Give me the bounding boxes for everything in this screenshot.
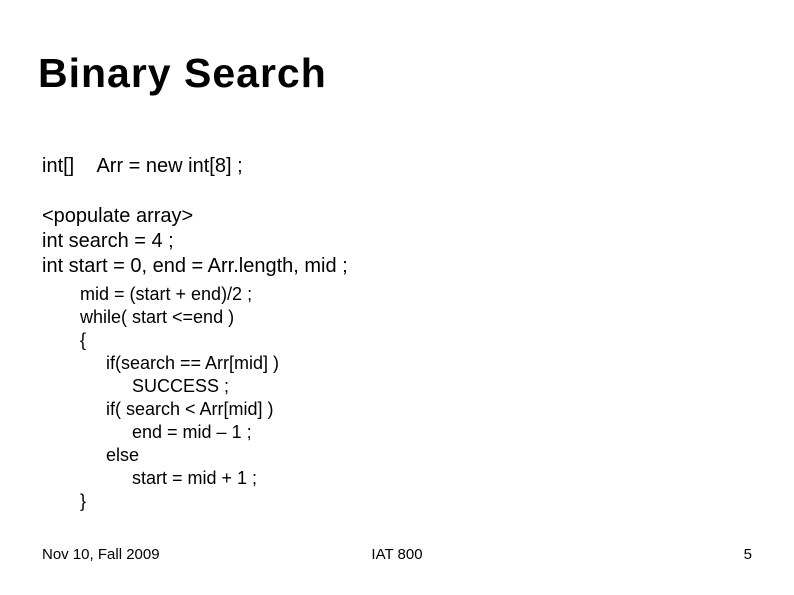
setup-line-1: <populate array> <box>42 204 348 229</box>
code-line: if(search == Arr[mid] ) <box>80 352 279 375</box>
code-line: start = mid + 1 ; <box>80 467 279 490</box>
setup-line-3: int start = 0, end = Arr.length, mid ; <box>42 254 348 279</box>
footer-course: IAT 800 <box>371 546 422 563</box>
code-line: SUCCESS ; <box>80 375 279 398</box>
code-line: if( search < Arr[mid] ) <box>80 398 279 421</box>
code-block: mid = (start + end)/2 ; while( start <=e… <box>80 283 279 513</box>
code-line: mid = (start + end)/2 ; <box>80 283 279 306</box>
code-line: end = mid – 1 ; <box>80 421 279 444</box>
setup-block: <populate array> int search = 4 ; int st… <box>42 204 348 279</box>
slide-title: Binary Search <box>38 50 327 97</box>
setup-line-2: int search = 4 ; <box>42 229 348 254</box>
code-line: else <box>80 444 279 467</box>
code-line: } <box>80 490 279 513</box>
code-line: { <box>80 329 279 352</box>
footer-page-number: 5 <box>744 546 752 563</box>
declaration-line: int[] Arr = new int[8] ; <box>42 155 243 178</box>
footer-date: Nov 10, Fall 2009 <box>42 546 160 563</box>
code-line: while( start <=end ) <box>80 306 279 329</box>
